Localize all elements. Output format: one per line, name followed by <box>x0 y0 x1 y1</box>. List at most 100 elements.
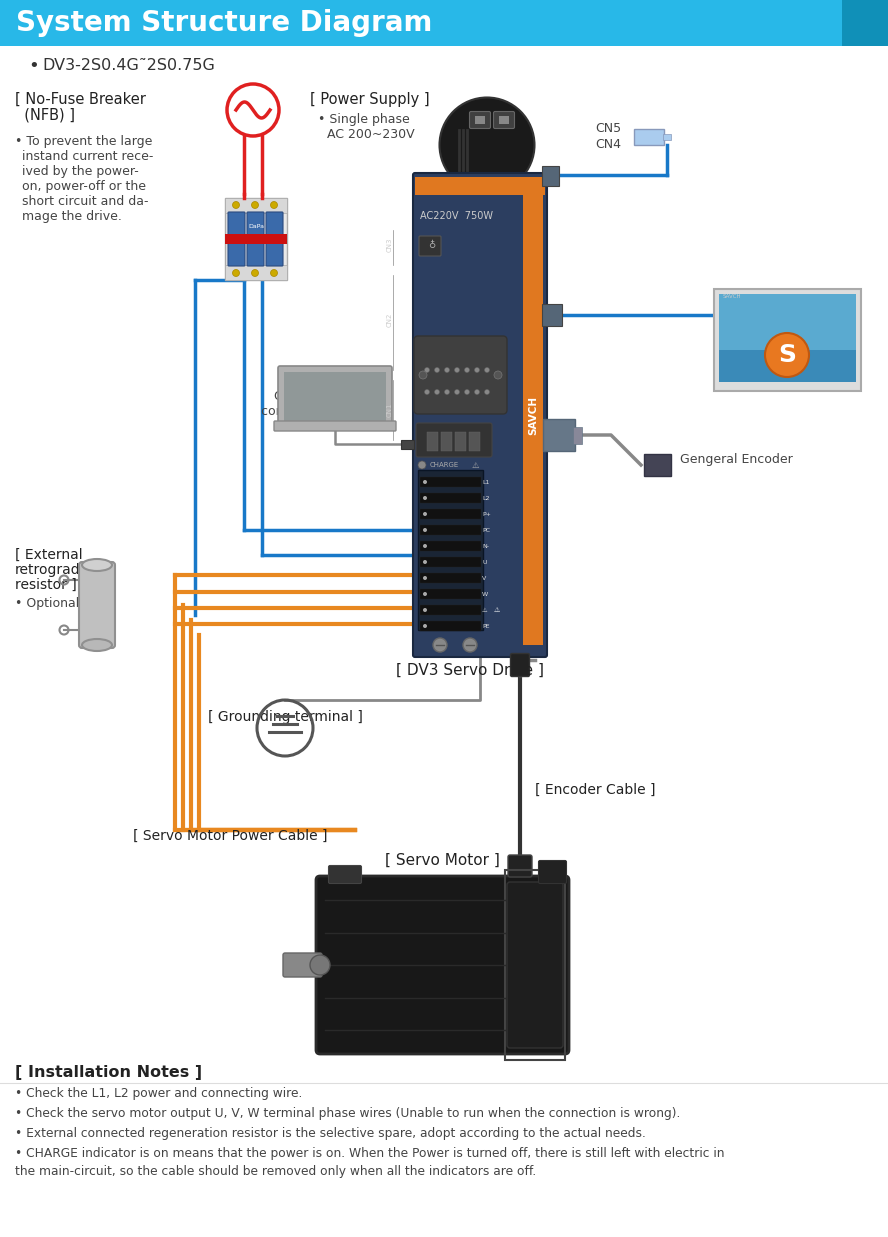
Circle shape <box>233 270 240 277</box>
FancyBboxPatch shape <box>842 0 888 46</box>
FancyBboxPatch shape <box>228 212 245 266</box>
Text: U: U <box>482 559 487 564</box>
Text: DaPa: DaPa <box>248 224 264 229</box>
FancyBboxPatch shape <box>225 198 287 213</box>
Circle shape <box>464 390 470 395</box>
FancyBboxPatch shape <box>419 236 441 256</box>
Circle shape <box>433 638 447 652</box>
Text: ♁: ♁ <box>428 240 435 250</box>
Text: [ Power Supply ]: [ Power Supply ] <box>310 92 430 106</box>
Circle shape <box>251 270 258 277</box>
Text: • Single phase: • Single phase <box>318 113 409 126</box>
FancyBboxPatch shape <box>494 111 514 129</box>
FancyBboxPatch shape <box>663 134 671 140</box>
Ellipse shape <box>82 559 112 571</box>
Circle shape <box>434 390 440 395</box>
FancyBboxPatch shape <box>420 605 481 615</box>
FancyBboxPatch shape <box>420 494 481 503</box>
FancyBboxPatch shape <box>714 289 861 391</box>
FancyBboxPatch shape <box>426 432 438 450</box>
Text: computer software: computer software <box>261 404 379 418</box>
Circle shape <box>423 544 427 548</box>
Text: • Optional: • Optional <box>15 597 79 610</box>
Text: ived by the power-: ived by the power- <box>22 165 139 178</box>
Circle shape <box>445 390 449 395</box>
Text: W: W <box>482 591 488 596</box>
FancyBboxPatch shape <box>414 336 507 414</box>
Text: [ Servo Motor Power Cable ]: [ Servo Motor Power Cable ] <box>132 829 328 842</box>
Circle shape <box>423 593 427 596</box>
FancyBboxPatch shape <box>507 882 563 1048</box>
FancyBboxPatch shape <box>455 432 465 450</box>
Text: retrogradation: retrogradation <box>15 563 115 576</box>
Text: •: • <box>28 57 39 75</box>
FancyBboxPatch shape <box>329 866 361 883</box>
FancyBboxPatch shape <box>278 366 392 427</box>
FancyBboxPatch shape <box>420 621 481 631</box>
FancyBboxPatch shape <box>475 116 485 124</box>
Circle shape <box>424 367 430 372</box>
Circle shape <box>474 390 480 395</box>
Text: L1: L1 <box>482 480 489 485</box>
FancyBboxPatch shape <box>225 198 287 280</box>
Ellipse shape <box>440 98 535 193</box>
FancyBboxPatch shape <box>420 508 481 520</box>
Text: • To prevent the large: • To prevent the large <box>15 135 153 148</box>
Circle shape <box>423 609 427 612</box>
FancyBboxPatch shape <box>225 234 287 244</box>
Text: instand current rece-: instand current rece- <box>22 150 154 163</box>
FancyBboxPatch shape <box>266 212 283 266</box>
Text: Connect to the: Connect to the <box>274 390 367 403</box>
FancyBboxPatch shape <box>0 0 888 46</box>
FancyBboxPatch shape <box>415 177 545 195</box>
Text: ⚠: ⚠ <box>482 607 488 612</box>
Text: PC: PC <box>482 527 490 532</box>
Text: CN1: CN1 <box>387 403 393 417</box>
Circle shape <box>494 371 502 379</box>
Text: V: V <box>482 575 487 580</box>
Text: • CHARGE indicator is on means that the power is on. When the Power is turned of: • CHARGE indicator is on means that the … <box>15 1147 725 1178</box>
FancyBboxPatch shape <box>420 524 481 534</box>
Text: CN2: CN2 <box>387 313 393 328</box>
Text: (NFB) ]: (NFB) ] <box>15 108 75 122</box>
FancyBboxPatch shape <box>420 589 481 599</box>
Text: AC 200~230V: AC 200~230V <box>327 127 415 141</box>
FancyBboxPatch shape <box>469 432 480 450</box>
Circle shape <box>434 367 440 372</box>
FancyBboxPatch shape <box>538 861 567 883</box>
Text: on, power-off or the: on, power-off or the <box>22 181 146 193</box>
Text: mage the drive.: mage the drive. <box>22 210 122 223</box>
Text: P+: P+ <box>482 512 491 517</box>
Circle shape <box>310 955 330 975</box>
FancyBboxPatch shape <box>416 423 492 456</box>
Circle shape <box>418 461 426 469</box>
FancyBboxPatch shape <box>79 562 115 648</box>
Text: [ External: [ External <box>15 548 83 562</box>
Text: ⚠: ⚠ <box>472 460 480 470</box>
FancyBboxPatch shape <box>440 432 451 450</box>
FancyBboxPatch shape <box>511 653 529 677</box>
Text: Gengeral Encoder: Gengeral Encoder <box>680 454 793 466</box>
FancyBboxPatch shape <box>719 294 856 382</box>
Text: • Check the servo motor output U, V, W terminal phase wires (Unable to run when : • Check the servo motor output U, V, W t… <box>15 1107 680 1119</box>
Circle shape <box>455 390 459 395</box>
FancyBboxPatch shape <box>316 876 569 1054</box>
Text: [ Servo Motor ]: [ Servo Motor ] <box>385 852 500 867</box>
Circle shape <box>423 496 427 500</box>
FancyBboxPatch shape <box>418 470 483 630</box>
Text: CN5: CN5 <box>595 121 621 135</box>
Circle shape <box>424 390 430 395</box>
FancyBboxPatch shape <box>644 454 671 476</box>
FancyBboxPatch shape <box>719 294 856 350</box>
FancyBboxPatch shape <box>420 557 481 567</box>
FancyBboxPatch shape <box>543 419 575 452</box>
FancyBboxPatch shape <box>274 421 396 430</box>
Text: CN3: CN3 <box>387 238 393 252</box>
Text: Connect to the: Connect to the <box>741 306 834 318</box>
Circle shape <box>445 367 449 372</box>
Circle shape <box>765 333 809 377</box>
Text: CN4: CN4 <box>595 139 621 151</box>
Circle shape <box>271 270 277 277</box>
FancyBboxPatch shape <box>634 129 664 145</box>
FancyBboxPatch shape <box>499 116 509 124</box>
